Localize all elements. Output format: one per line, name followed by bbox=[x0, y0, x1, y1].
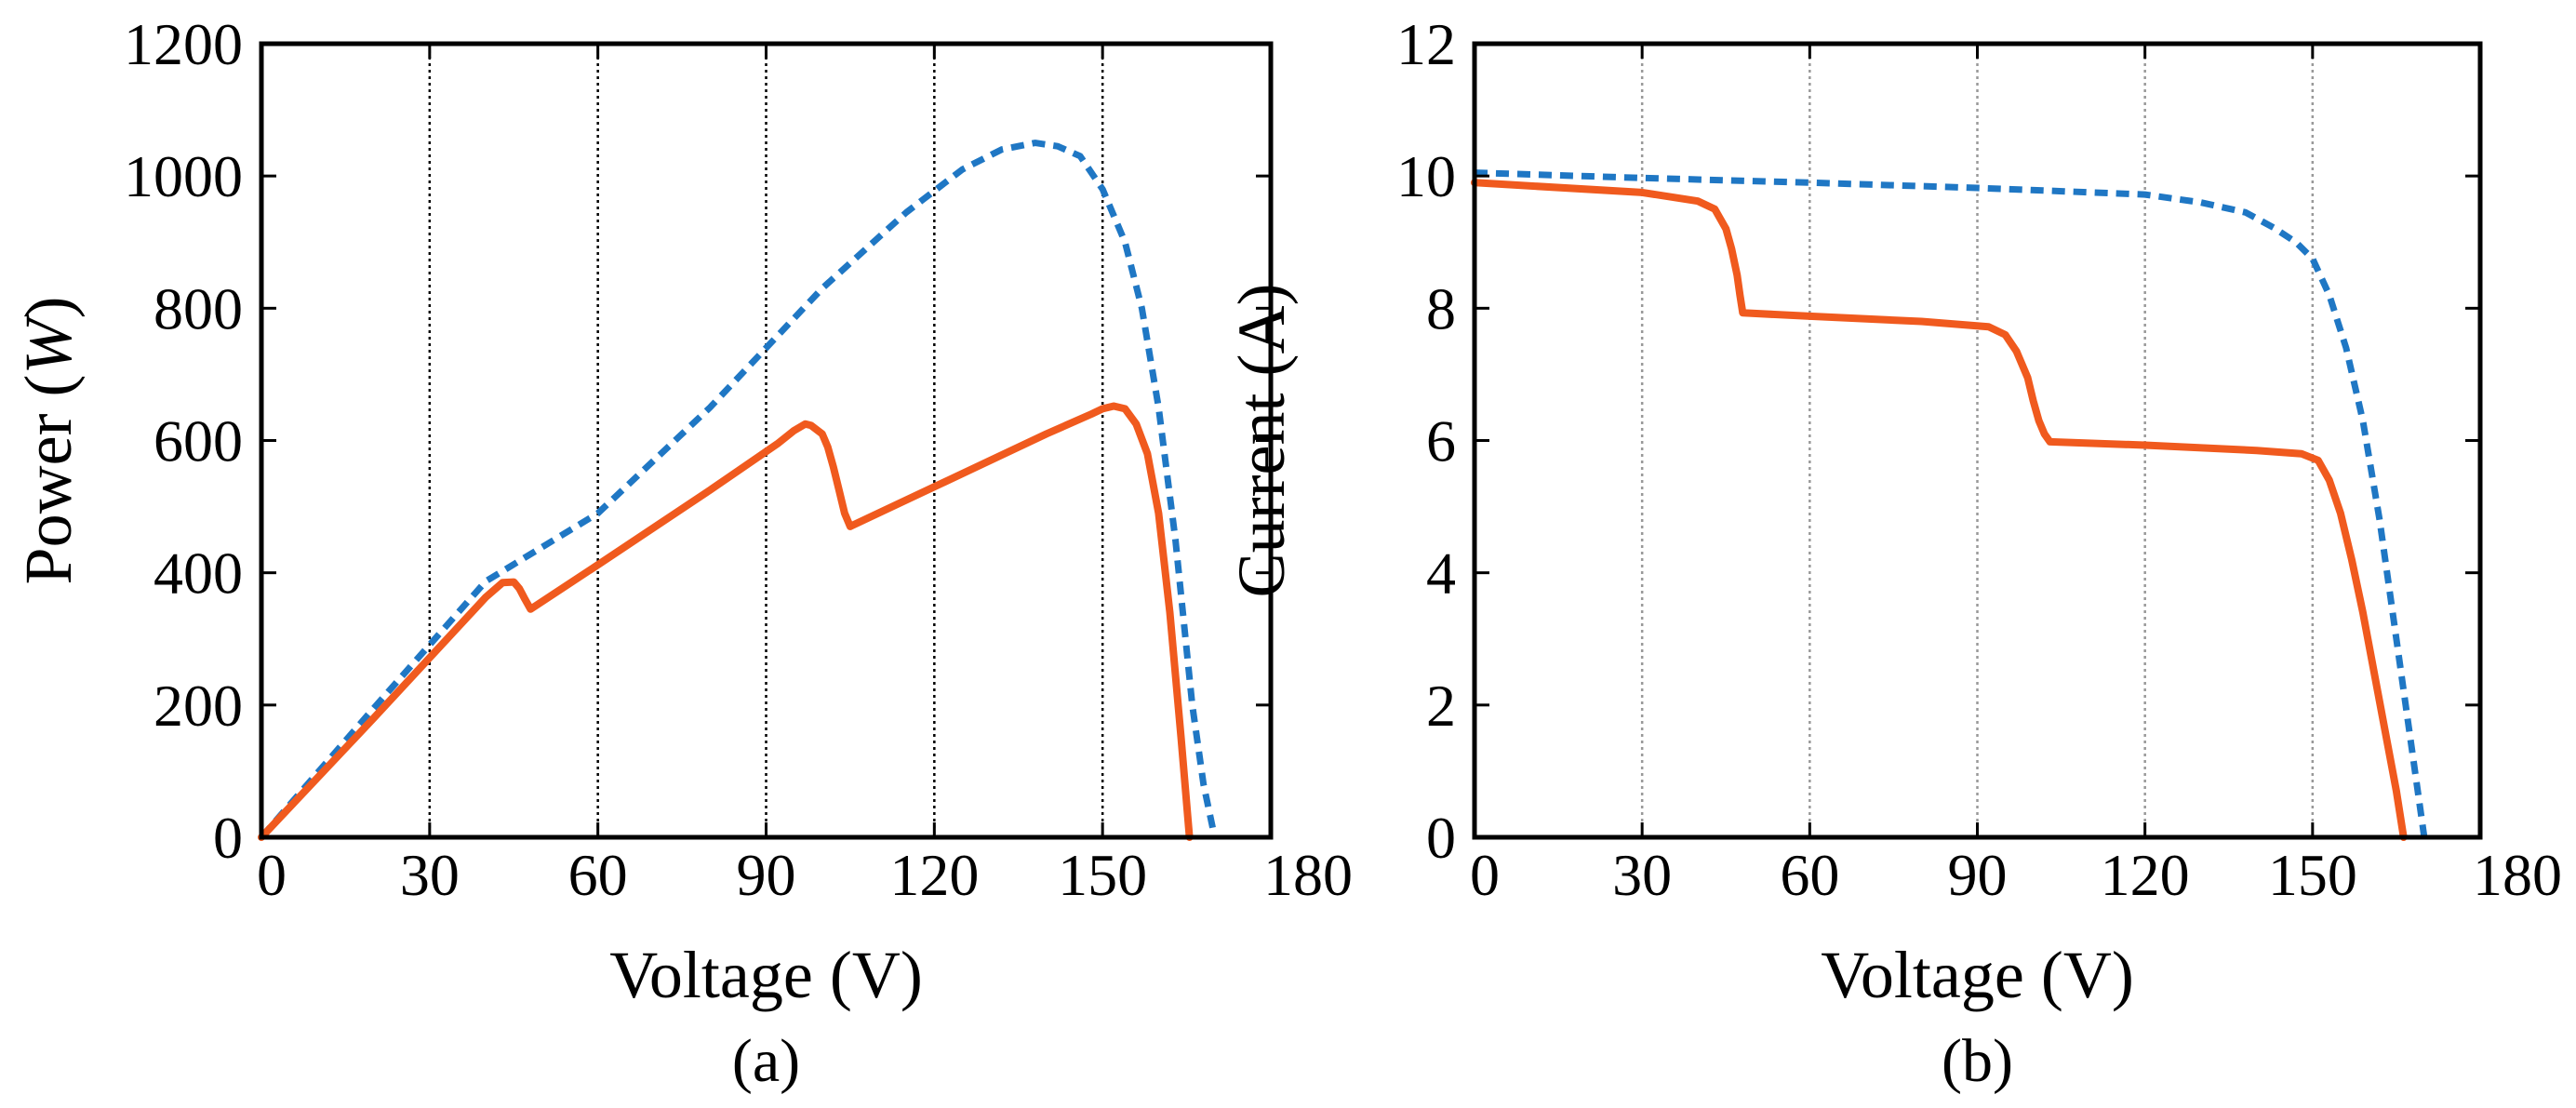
y-tick-label: 600 bbox=[153, 408, 243, 474]
x-axis-label: Voltage (V) bbox=[609, 938, 923, 1012]
y-tick-label: 0 bbox=[1426, 805, 1456, 871]
ticks: 0 30 60 90 120 150 180 0 200 400 600 800 1000 1200 bbox=[124, 11, 1353, 908]
grid bbox=[428, 44, 1104, 837]
grid bbox=[1640, 44, 2315, 837]
x-tick-label: 90 bbox=[1948, 842, 2008, 908]
y-tick-label: 4 bbox=[1426, 541, 1456, 607]
y-tick-label: 0 bbox=[213, 805, 243, 871]
x-tick-label: 180 bbox=[1263, 842, 1353, 908]
y-tick-label: 400 bbox=[153, 541, 243, 607]
x-tick-label: 0 bbox=[257, 842, 287, 908]
x-tick-label: 120 bbox=[889, 842, 979, 908]
y-axis-label-suffix: ) bbox=[11, 297, 86, 319]
series-line-shaded bbox=[258, 402, 1194, 841]
series-line-uniform bbox=[259, 140, 1219, 840]
y-axis-label-prefix: Power ( bbox=[11, 375, 86, 585]
y-tick-label: 6 bbox=[1426, 408, 1456, 474]
series-group bbox=[1471, 169, 2428, 841]
x-tick-label: 120 bbox=[2101, 842, 2190, 908]
x-tick-label: 150 bbox=[2268, 842, 2357, 908]
panel-label: (b) bbox=[1942, 1027, 2013, 1095]
x-tick-label: 60 bbox=[1780, 842, 1839, 908]
series-line-uniform bbox=[1474, 169, 2428, 838]
y-tick-label: 800 bbox=[153, 275, 243, 341]
series-line-shaded bbox=[1471, 179, 2408, 841]
x-tick-label: 150 bbox=[1058, 842, 1147, 908]
x-axis-label: Voltage (V) bbox=[1821, 938, 2134, 1012]
y-tick-label: 8 bbox=[1426, 275, 1456, 341]
x-tick-label: 0 bbox=[1470, 842, 1500, 908]
x-tick-label: 180 bbox=[2473, 842, 2562, 908]
y-tick-label: 2 bbox=[1426, 673, 1456, 739]
y-tick-label: 1000 bbox=[124, 143, 243, 209]
x-tick-label: 90 bbox=[737, 842, 796, 908]
y-axis-label: Current (A) bbox=[1224, 284, 1299, 598]
panel-label: (a) bbox=[732, 1027, 800, 1095]
y-axis-label-unit: W bbox=[11, 314, 86, 375]
power-voltage-panel: 0 30 60 90 120 150 180 0 200 400 600 800 1000 1200 Vo… bbox=[11, 11, 1353, 1095]
y-tick-label: 12 bbox=[1396, 11, 1456, 77]
y-tick-label: 10 bbox=[1396, 143, 1456, 209]
current-voltage-panel: 0 30 60 90 120 150 180 0 2 4 6 8 10 12 Voltage (V) Cu… bbox=[1224, 11, 2562, 1095]
x-tick-label: 60 bbox=[568, 842, 628, 908]
y-tick-label: 200 bbox=[153, 673, 243, 739]
ticks: 0 30 60 90 120 150 180 0 2 4 6 8 10 12 bbox=[1396, 11, 2562, 908]
series-group bbox=[258, 140, 1219, 841]
x-tick-label: 30 bbox=[1612, 842, 1672, 908]
y-tick-label: 1200 bbox=[124, 11, 243, 77]
y-axis-label: Power (W) bbox=[11, 297, 86, 585]
x-tick-label: 30 bbox=[400, 842, 460, 908]
